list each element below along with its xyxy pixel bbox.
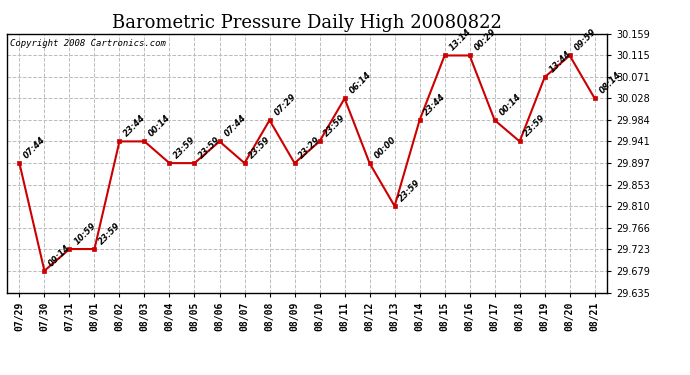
Text: 23:59: 23:59	[97, 221, 123, 246]
Text: 23:59: 23:59	[322, 113, 348, 139]
Text: Copyright 2008 Cartronics.com: Copyright 2008 Cartronics.com	[10, 39, 166, 48]
Text: 23:59: 23:59	[522, 113, 548, 139]
Text: 07:44: 07:44	[222, 113, 248, 139]
Title: Barometric Pressure Daily High 20080822: Barometric Pressure Daily High 20080822	[112, 14, 502, 32]
Text: 07:44: 07:44	[22, 135, 48, 160]
Text: 00:29: 00:29	[473, 27, 497, 53]
Text: 23:44: 23:44	[422, 92, 448, 117]
Text: 23:44: 23:44	[122, 113, 148, 139]
Text: 23:29: 23:29	[297, 135, 323, 160]
Text: 13:14: 13:14	[447, 27, 473, 53]
Text: 09:14: 09:14	[47, 243, 72, 268]
Text: 10:59: 10:59	[72, 221, 97, 246]
Text: 00:14: 00:14	[497, 92, 523, 117]
Text: 00:14: 00:14	[147, 113, 172, 139]
Text: 13:44: 13:44	[547, 49, 573, 74]
Text: 00:00: 00:00	[373, 135, 397, 160]
Text: 06:14: 06:14	[347, 70, 373, 96]
Text: 07:29: 07:29	[273, 92, 297, 117]
Text: 09:59: 09:59	[573, 27, 598, 53]
Text: 23:59: 23:59	[397, 178, 423, 203]
Text: 23:59: 23:59	[172, 135, 197, 160]
Text: 23:59: 23:59	[197, 135, 223, 160]
Text: 23:59: 23:59	[247, 135, 273, 160]
Text: 08:14: 08:14	[598, 70, 623, 96]
